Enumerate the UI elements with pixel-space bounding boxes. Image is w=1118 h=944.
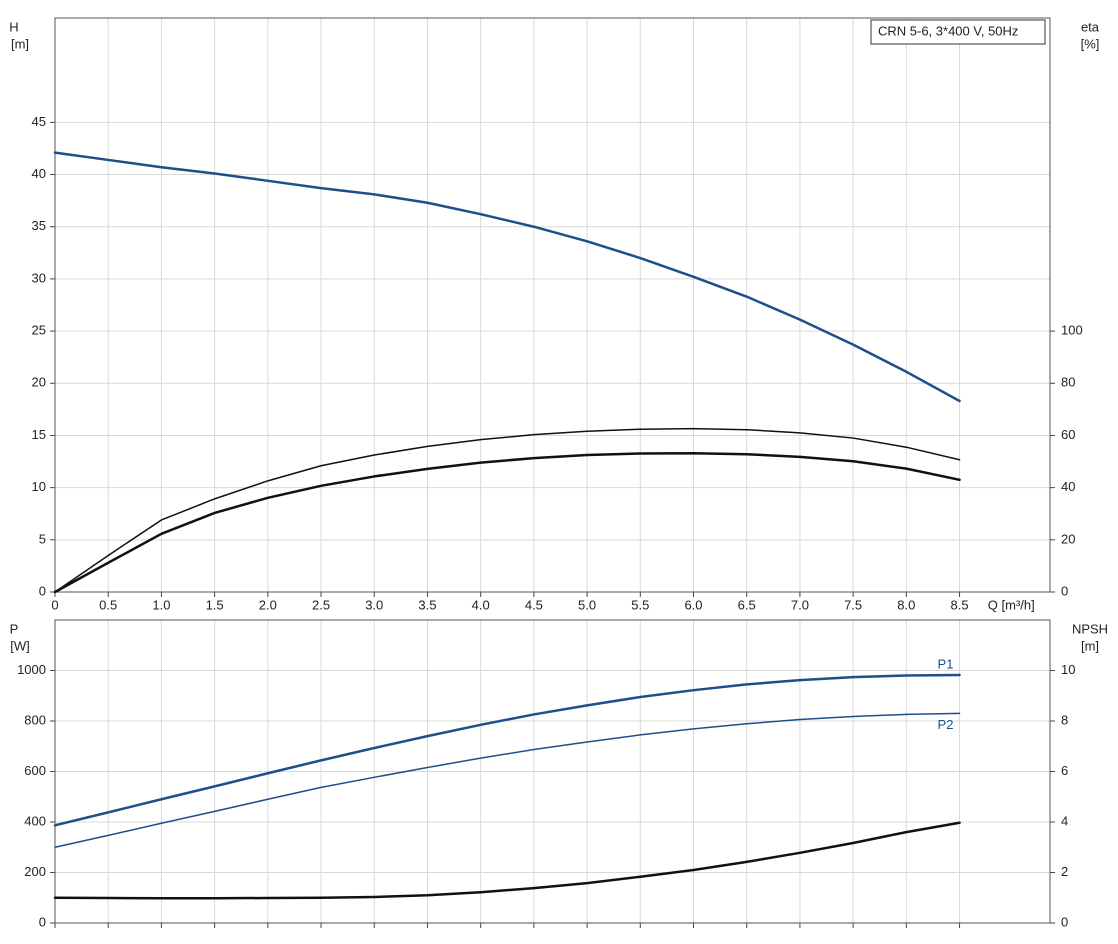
x-tick-label: 1.0 — [152, 597, 170, 612]
y-tick-label: 35 — [32, 218, 46, 233]
x-tick-label: 8.0 — [897, 597, 915, 612]
y-axis-unit: [m] — [11, 36, 29, 51]
x-tick-label: 3.0 — [365, 597, 383, 612]
x-tick-label: 5.5 — [631, 597, 649, 612]
y-tick-label: 800 — [24, 712, 46, 727]
y2-tick-label: 0 — [1061, 583, 1068, 598]
y2-tick-label: 2 — [1061, 864, 1068, 879]
y2-tick-label: 6 — [1061, 763, 1068, 778]
series-line — [53, 821, 961, 900]
y-tick-label: 15 — [32, 427, 46, 442]
x-axis-label: Q [m³/h] — [988, 597, 1035, 612]
y-tick-label: 20 — [32, 375, 46, 390]
x-tick-label: 4.5 — [525, 597, 543, 612]
y-tick-label: 0 — [39, 583, 46, 598]
y2-tick-label: 80 — [1061, 375, 1075, 390]
y-tick-label: 10 — [32, 479, 46, 494]
series-line — [53, 673, 961, 827]
y2-tick-label: 40 — [1061, 479, 1075, 494]
x-tick-label: 2.5 — [312, 597, 330, 612]
y-tick-label: 1000 — [17, 662, 46, 677]
plot-frame — [54, 619, 1051, 924]
y-tick-label: 5 — [39, 531, 46, 546]
x-tick-label: 7.5 — [844, 597, 862, 612]
y-tick-label: 25 — [32, 323, 46, 338]
y-axis-label: H — [9, 19, 18, 34]
x-tick-label: 6.0 — [684, 597, 702, 612]
x-tick-label: 3.5 — [418, 597, 436, 612]
x-tick-label: 5.0 — [578, 597, 596, 612]
y2-axis-unit: [m] — [1081, 638, 1099, 653]
series-line — [53, 151, 961, 403]
plot-frame — [54, 17, 1051, 593]
series-line — [54, 712, 961, 848]
x-tick-label: 6.5 — [738, 597, 756, 612]
y2-tick-label: 10 — [1061, 662, 1075, 677]
y-tick-label: 200 — [24, 864, 46, 879]
y2-axis-unit: [%] — [1081, 36, 1100, 51]
title-box — [870, 19, 1046, 45]
x-tick-label: 1.5 — [206, 597, 224, 612]
y-axis-unit: [W] — [10, 638, 30, 653]
y-tick-label: 30 — [32, 270, 46, 285]
y2-tick-label: 20 — [1061, 531, 1075, 546]
y2-tick-label: 100 — [1061, 323, 1083, 338]
y-tick-label: 0 — [39, 914, 46, 929]
x-tick-label: 0 — [51, 597, 58, 612]
y2-tick-label: 4 — [1061, 813, 1068, 828]
x-tick-label: 8.5 — [951, 597, 969, 612]
series-line — [53, 451, 961, 594]
y2-tick-label: 8 — [1061, 712, 1068, 727]
y-tick-label: 400 — [24, 813, 46, 828]
y2-axis-label: NPSH — [1072, 621, 1108, 636]
series-label: P2 — [938, 717, 954, 732]
x-tick-label: 2.0 — [259, 597, 277, 612]
series-label: P1 — [938, 656, 954, 671]
y-tick-label: 600 — [24, 763, 46, 778]
y2-tick-label: 60 — [1061, 427, 1075, 442]
y-tick-label: 40 — [32, 166, 46, 181]
x-tick-label: 7.0 — [791, 597, 809, 612]
y2-axis-label: eta — [1081, 19, 1100, 34]
y-axis-label: P — [10, 621, 19, 636]
y2-tick-label: 0 — [1061, 914, 1068, 929]
series-line — [54, 427, 961, 593]
x-tick-label: 4.0 — [472, 597, 490, 612]
chart-title: CRN 5-6, 3*400 V, 50Hz — [878, 23, 1018, 38]
y-tick-label: 45 — [32, 114, 46, 129]
x-tick-label: 0.5 — [99, 597, 117, 612]
